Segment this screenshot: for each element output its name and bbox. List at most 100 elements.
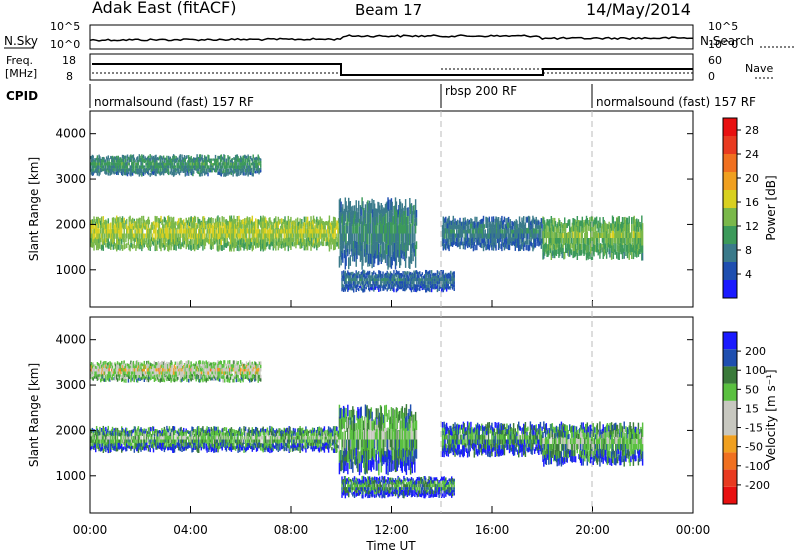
heatmap-cell xyxy=(419,281,421,285)
heatmap-cell xyxy=(254,229,256,234)
heatmap-cell xyxy=(365,243,367,253)
heatmap-cell xyxy=(190,159,192,163)
heatmap-cell xyxy=(319,227,321,234)
heatmap-cell xyxy=(264,244,266,251)
heatmap-cell xyxy=(605,238,608,245)
heatmap-cell xyxy=(400,283,403,287)
heatmap-cell xyxy=(394,274,396,277)
heatmap-cell xyxy=(133,223,136,229)
heatmap-cell xyxy=(215,165,218,168)
heatmap-cell xyxy=(280,225,282,230)
heatmap-cell xyxy=(162,219,164,224)
heatmap-cell xyxy=(387,197,389,210)
heatmap-cell xyxy=(260,239,262,246)
heatmap-cell xyxy=(464,244,466,250)
heatmap-cell xyxy=(443,287,445,291)
heatmap-cell xyxy=(172,162,174,166)
heatmap-cell xyxy=(136,228,138,234)
heatmap-cell xyxy=(399,278,401,282)
heatmap-cell xyxy=(170,222,172,228)
heatmap-cell xyxy=(246,244,249,251)
heatmap-cell xyxy=(105,165,107,169)
heatmap-cell xyxy=(141,171,144,175)
heatmap-cell xyxy=(416,287,419,291)
heatmap-cell xyxy=(454,233,456,239)
heatmap-cell xyxy=(174,225,177,230)
heatmap-cell xyxy=(179,158,182,162)
heatmap-cell xyxy=(431,281,434,284)
heatmap-cell xyxy=(103,168,105,171)
heatmap-cell xyxy=(375,241,378,251)
heatmap-cell xyxy=(171,168,173,172)
heatmap-cell xyxy=(483,238,486,243)
heatmap-cell xyxy=(318,242,321,247)
cpid-segment-2: rbsp 200 RF xyxy=(445,84,517,98)
heatmap-cell xyxy=(396,225,398,234)
heatmap-cell xyxy=(404,281,407,285)
heatmap-cell xyxy=(113,165,115,169)
heatmap-cell xyxy=(98,165,100,169)
heatmap-cell xyxy=(341,281,343,285)
heatmap-cell xyxy=(255,228,257,234)
heatmap-cell xyxy=(500,233,502,239)
heatmap-cell xyxy=(385,272,388,276)
heatmap-cell xyxy=(208,217,210,223)
heatmap-cell xyxy=(402,271,404,275)
heatmap-cell xyxy=(193,233,196,240)
heatmap-cell xyxy=(361,277,363,282)
heatmap-cell xyxy=(209,238,212,244)
heatmap-cell xyxy=(420,276,423,279)
heatmap-cell xyxy=(288,229,290,234)
heatmap-cell xyxy=(113,162,115,166)
heatmap-cell xyxy=(194,158,197,161)
heatmap-cell xyxy=(445,281,447,284)
heatmap-cell xyxy=(377,284,379,287)
heatmap-cell xyxy=(378,224,381,234)
heatmap-cell xyxy=(562,238,564,243)
heatmap-cell xyxy=(507,228,510,234)
nave-tick-bottom: 0 xyxy=(708,70,715,83)
heatmap-cell xyxy=(573,251,575,258)
heatmap-cell xyxy=(116,168,119,171)
heatmap-cell xyxy=(260,163,262,166)
heatmap-cell xyxy=(342,243,344,254)
heatmap-cell xyxy=(451,281,454,284)
heatmap-cell xyxy=(244,233,246,239)
heatmap-cell xyxy=(230,245,233,252)
heatmap-cell xyxy=(208,233,211,239)
heatmap-cell xyxy=(401,281,404,284)
heatmap-cell xyxy=(102,221,105,228)
heatmap-cell xyxy=(100,220,102,225)
heatmap-cell xyxy=(491,227,493,234)
heatmap-cell xyxy=(144,159,146,163)
heatmap-cell xyxy=(396,271,398,275)
heatmap-cell xyxy=(384,278,387,282)
heatmap-cell xyxy=(323,233,326,238)
heatmap-cell xyxy=(185,244,187,250)
heatmap-cell xyxy=(167,155,170,159)
heatmap-cell xyxy=(134,162,136,166)
heatmap-cell xyxy=(353,205,356,215)
heatmap-cell xyxy=(392,287,394,291)
heatmap-cell xyxy=(564,251,566,259)
heatmap-cell xyxy=(393,277,395,282)
heatmap-cell xyxy=(221,171,223,175)
heatmap-cell xyxy=(377,244,379,255)
heatmap-cell xyxy=(459,233,461,239)
heatmap-cell xyxy=(358,211,360,223)
heatmap-cell xyxy=(254,237,256,242)
heatmap-cell xyxy=(390,233,393,246)
heatmap-cell xyxy=(567,244,569,250)
heatmap-cell xyxy=(199,154,202,158)
heatmap-cell xyxy=(157,223,160,229)
heatmap-cell xyxy=(442,273,445,278)
heatmap-cell xyxy=(586,251,589,259)
heatmap-cell xyxy=(153,160,156,163)
heatmap-cell xyxy=(119,239,121,245)
heatmap-cell xyxy=(625,250,627,256)
heatmap-cell xyxy=(370,278,373,282)
heatmap-cell xyxy=(251,233,254,240)
heatmap-cell xyxy=(404,287,407,291)
heatmap-cell xyxy=(406,284,409,288)
heatmap-cell xyxy=(589,238,591,245)
